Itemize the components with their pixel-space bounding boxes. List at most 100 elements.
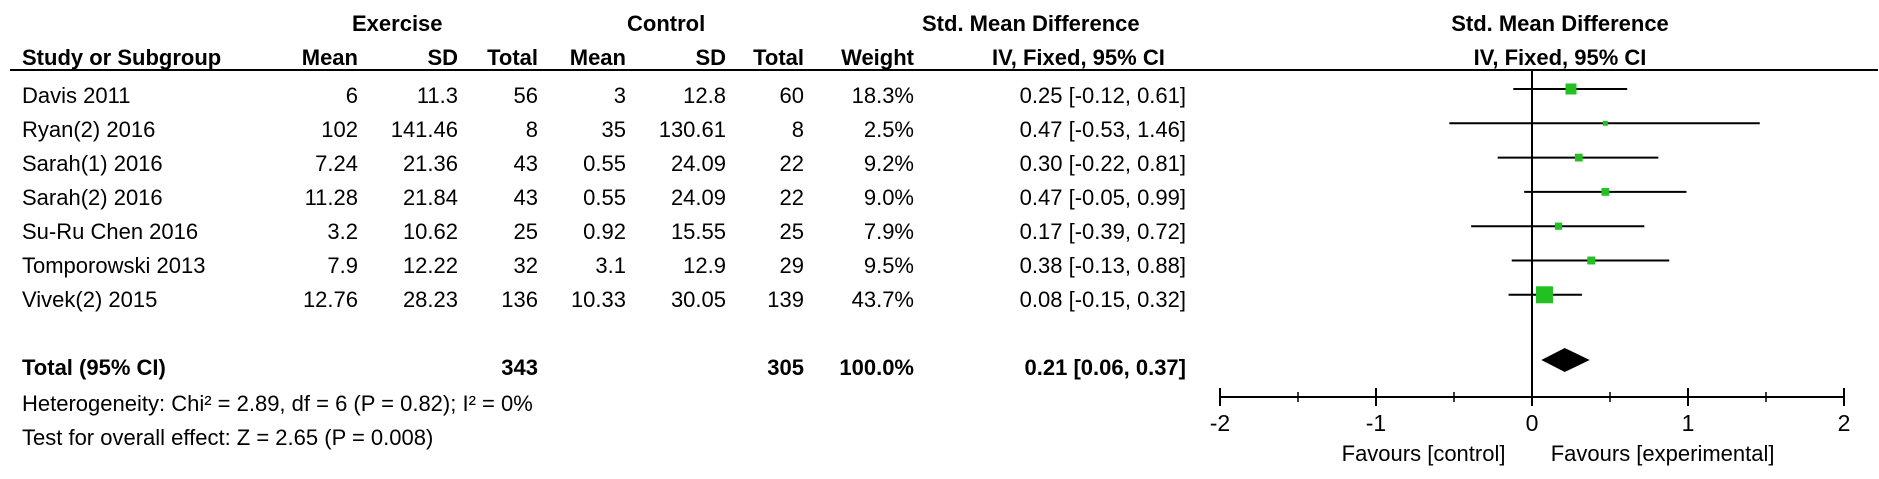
total-label: Total (95% CI): [22, 355, 166, 380]
sd1-cell: 21.36: [402, 151, 458, 176]
total1-cell: 32: [513, 253, 538, 278]
col-total1-header: Total: [487, 45, 538, 70]
col-weight-header: Weight: [841, 45, 914, 70]
point-estimate-marker: [1602, 120, 1608, 126]
group2-header: Control: [627, 11, 706, 36]
sd1-cell: 28.23: [402, 287, 458, 312]
col-mean2-header: Mean: [569, 45, 626, 70]
ci-cell: 0.47 [-0.53, 1.46]: [1019, 117, 1186, 142]
total-ci-cell: 0.21 [0.06, 0.37]: [1024, 355, 1186, 380]
mean2-cell: 10.33: [570, 287, 626, 312]
total2-cell: 25: [779, 219, 804, 244]
heterogeneity-text: Heterogeneity: Chi² = 2.89, df = 6 (P = …: [22, 391, 533, 416]
study-name: Tomporowski 2013: [22, 253, 206, 278]
col-total2-header: Total: [753, 45, 804, 70]
ci-cell: 0.38 [-0.13, 0.88]: [1019, 253, 1186, 278]
total1-cell: 343: [501, 355, 538, 380]
point-estimate-marker: [1565, 83, 1577, 95]
x-tick-label: 0: [1526, 410, 1539, 436]
overall-effect-text: Test for overall effect: Z = 2.65 (P = 0…: [22, 425, 434, 450]
weight-cell: 2.5%: [863, 117, 914, 142]
study-name: Davis 2011: [22, 83, 131, 108]
pooled-diamond: [1541, 348, 1590, 372]
sd2-cell: 15.55: [670, 219, 726, 244]
weight-cell: 18.3%: [851, 83, 914, 108]
mean2-cell: 0.55: [583, 151, 626, 176]
mean2-cell: 0.55: [583, 185, 626, 210]
x-tick-label: 1: [1682, 410, 1695, 436]
weight-cell: 9.5%: [863, 253, 914, 278]
total2-cell: 139: [767, 287, 804, 312]
weight-cell: 9.0%: [863, 185, 914, 210]
total2-cell: 305: [767, 355, 804, 380]
mean1-cell: 102: [321, 117, 358, 142]
mean1-cell: 7.9: [327, 253, 358, 278]
total2-cell: 29: [779, 253, 804, 278]
total1-cell: 8: [525, 117, 538, 142]
sd1-cell: 21.84: [402, 185, 458, 210]
study-name: Sarah(1) 2016: [22, 151, 163, 176]
group1-header: Exercise: [352, 11, 443, 36]
total2-cell: 60: [779, 83, 804, 108]
total1-cell: 25: [513, 219, 538, 244]
weight-cell: 7.9%: [863, 219, 914, 244]
total1-cell: 136: [501, 287, 538, 312]
sd2-cell: 30.05: [670, 287, 726, 312]
plot-title: Std. Mean Difference: [1451, 11, 1669, 36]
col-study-header: Study or Subgroup: [22, 45, 222, 70]
effect-title: Std. Mean Difference: [922, 11, 1140, 36]
weight-cell: 43.7%: [851, 287, 914, 312]
ci-cell: 0.08 [-0.15, 0.32]: [1019, 287, 1186, 312]
header-rule: [10, 69, 1878, 71]
weight-cell: 9.2%: [863, 151, 914, 176]
mean2-cell: 0.92: [583, 219, 626, 244]
mean2-cell: 35: [601, 117, 626, 142]
point-estimate-marker: [1535, 286, 1553, 304]
study-name: Su-Ru Chen 2016: [22, 219, 199, 244]
sd2-cell: 24.09: [670, 151, 726, 176]
x-tick-label: -1: [1366, 410, 1386, 436]
total2-cell: 8: [791, 117, 804, 142]
x-tick-label: -2: [1210, 410, 1230, 436]
sd2-cell: 24.09: [670, 185, 726, 210]
study-name: Sarah(2) 2016: [22, 185, 163, 210]
mean2-cell: 3.1: [595, 253, 626, 278]
col-sd2-header: SD: [695, 45, 726, 70]
x-tick-label: 2: [1838, 410, 1851, 436]
ci-cell: 0.30 [-0.22, 0.81]: [1019, 151, 1186, 176]
total-weight-cell: 100.0%: [839, 355, 914, 380]
sd1-cell: 12.22: [402, 253, 458, 278]
point-estimate-marker: [1601, 188, 1610, 196]
ci-cell: 0.47 [-0.05, 0.99]: [1019, 185, 1186, 210]
favours-experimental-label: Favours [experimental]: [1551, 441, 1775, 466]
ci-cell: 0.17 [-0.39, 0.72]: [1019, 219, 1186, 244]
mean1-cell: 3.2: [327, 219, 358, 244]
mean1-cell: 12.76: [302, 287, 358, 312]
sd2-cell: 12.9: [683, 253, 726, 278]
mean1-cell: 11.28: [304, 185, 358, 210]
mean1-cell: 7.24: [315, 151, 358, 176]
study-name: Vivek(2) 2015: [22, 287, 158, 312]
mean2-cell: 3: [613, 83, 626, 108]
total1-cell: 43: [513, 185, 538, 210]
plot-subtitle: IV, Fixed, 95% CI: [1473, 45, 1647, 70]
ci-cell: 0.25 [-0.12, 0.61]: [1019, 83, 1186, 108]
sd1-cell: 10.62: [402, 219, 458, 244]
favours-control-label: Favours [control]: [1342, 441, 1506, 466]
total2-cell: 22: [779, 185, 804, 210]
total2-cell: 22: [779, 151, 804, 176]
total1-cell: 43: [513, 151, 538, 176]
total1-cell: 56: [513, 83, 538, 108]
sd2-cell: 12.8: [683, 83, 726, 108]
col-mean1-header: Mean: [301, 45, 358, 70]
sd2-cell: 130.61: [658, 117, 726, 142]
sd1-cell: 11.3: [416, 83, 458, 108]
point-estimate-marker: [1554, 222, 1563, 230]
point-estimate-marker: [1574, 153, 1583, 162]
sd1-cell: 141.46: [390, 117, 458, 142]
col-sd1-header: SD: [427, 45, 458, 70]
point-estimate-marker: [1587, 256, 1596, 265]
mean1-cell: 6: [345, 83, 358, 108]
study-name: Ryan(2) 2016: [22, 117, 156, 142]
